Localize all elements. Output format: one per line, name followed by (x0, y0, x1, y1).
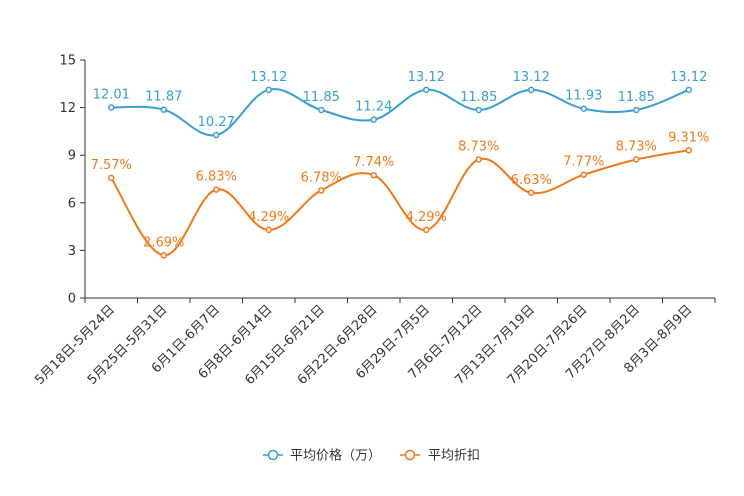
data-label: 11.24 (355, 100, 392, 115)
data-label: 13.12 (250, 70, 287, 85)
data-point (213, 131, 220, 139)
legend-label: 平均折扣 (428, 449, 480, 464)
y-tick-label: 6 (68, 196, 76, 211)
legend-item-1: 平均价格（万） (263, 448, 381, 464)
data-label: 7.74% (353, 155, 394, 170)
data-label: 13.12 (670, 70, 707, 85)
data-label: 11.85 (618, 90, 655, 105)
series-1: 12.01 11.87 10.27 13.12 11.85 11.24 13.12 11.85… (93, 70, 707, 139)
data-point (265, 226, 272, 234)
data-point (580, 171, 587, 178)
data-label: 8.73% (616, 139, 657, 154)
data-point (528, 86, 535, 94)
data-point (475, 156, 482, 163)
data-label: 11.85 (460, 90, 497, 105)
data-label: 9.31% (668, 130, 709, 145)
legend: 平均价格（万） 平均折扣 (263, 448, 480, 464)
data-label: 8.73% (458, 139, 499, 154)
data-point (580, 105, 587, 112)
data-point (475, 106, 482, 114)
y-tick-label: 9 (68, 149, 76, 164)
data-label: 6.63% (511, 173, 552, 188)
y-tick-label: 15 (59, 54, 76, 69)
data-label: 7.57% (91, 158, 132, 173)
data-label: 7.77% (563, 155, 604, 170)
data-point (528, 189, 535, 197)
y-tick-label: 3 (68, 244, 76, 259)
data-point (265, 86, 272, 94)
data-point (370, 116, 377, 123)
data-label: 6.78% (301, 170, 342, 185)
data-label: 6.83% (196, 170, 237, 185)
data-label: 13.12 (513, 70, 550, 85)
data-point (685, 147, 692, 154)
data-label: 4.29% (406, 210, 447, 225)
data-point (318, 106, 325, 114)
data-point (160, 106, 167, 113)
legend-label: 平均价格（万） (290, 448, 381, 464)
legend-marker (267, 449, 279, 461)
data-label: 11.87 (145, 90, 182, 105)
data-point (108, 104, 115, 111)
data-label: 13.12 (408, 70, 445, 85)
data-label: 2.69% (143, 235, 184, 250)
y-tick-label: 12 (59, 101, 76, 116)
data-point (633, 106, 640, 114)
data-point (633, 156, 640, 163)
series-2: 7.57% 2.69% 6.83% 4.29% 6.78% 7.74% 4.29% 8.73%… (91, 130, 709, 259)
data-point (108, 174, 115, 182)
data-point (685, 86, 692, 94)
data-label: 11.85 (303, 90, 340, 105)
data-label: 10.27 (198, 115, 235, 130)
data-point (423, 86, 430, 94)
legend-item-2: 平均折扣 (400, 449, 480, 464)
data-point (160, 252, 167, 259)
data-label: 11.93 (565, 89, 602, 104)
data-point (318, 187, 325, 194)
data-point (213, 186, 220, 193)
legend-marker (404, 449, 416, 461)
data-point (370, 171, 377, 179)
data-label: 12.01 (93, 87, 130, 102)
data-label: 4.29% (248, 210, 289, 225)
y-tick-label: 0 (68, 292, 76, 307)
data-point (423, 226, 430, 234)
